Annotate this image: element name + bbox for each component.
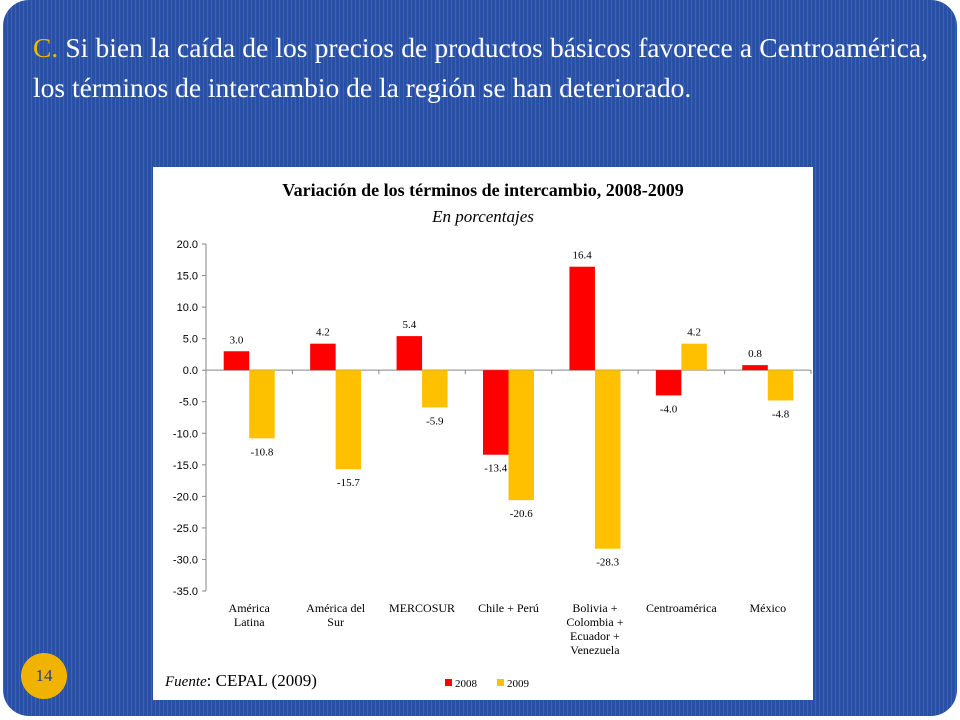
- y-tick-label: 5.0: [183, 334, 198, 346]
- category-label: América del: [306, 601, 366, 615]
- data-label: 4.2: [316, 327, 330, 339]
- data-label: -15.7: [337, 477, 360, 489]
- bar-2009: [249, 370, 275, 439]
- bar-2009: [681, 343, 707, 371]
- chart-subtitle: En porcentajes: [432, 207, 534, 226]
- data-label: -10.8: [251, 446, 274, 458]
- source-label: Fuente: [165, 674, 207, 690]
- data-label: -13.4: [484, 463, 507, 475]
- data-label: 16.4: [573, 250, 593, 262]
- slide-heading: C. Si bien la caída de los precios de pr…: [33, 28, 928, 108]
- data-label: -4.0: [660, 403, 678, 415]
- y-tick-label: -15.0: [173, 460, 198, 472]
- category-label: MERCOSUR: [389, 601, 455, 615]
- y-tick-label: -5.0: [179, 397, 198, 409]
- category-label: Colombia +: [566, 615, 623, 629]
- chart-panel: Variación de los términos de intercambio…: [153, 167, 813, 700]
- category-label: Sur: [327, 615, 344, 629]
- source-note: Fuente: CEPAL (2009): [165, 671, 317, 691]
- bar-2009: [422, 370, 448, 408]
- category-label: América: [229, 601, 271, 615]
- bar-2008: [223, 351, 250, 371]
- data-label: 0.8: [748, 348, 762, 360]
- bar-2009: [767, 370, 794, 401]
- slide: C. Si bien la caída de los precios de pr…: [3, 0, 957, 716]
- chart-title: Variación de los términos de intercambio…: [282, 180, 684, 200]
- category-label: Latina: [234, 615, 265, 629]
- y-tick-label: 20.0: [177, 239, 198, 251]
- category-label: Bolivia +: [572, 601, 617, 615]
- y-tick-label: -10.0: [173, 428, 198, 440]
- data-label: -4.8: [772, 408, 790, 420]
- bar-2009: [335, 370, 362, 470]
- y-tick-label: -25.0: [173, 523, 198, 535]
- legend-label-2008: 2008: [455, 678, 478, 690]
- legend-swatch-2008: [445, 679, 452, 686]
- legend-swatch-2009: [497, 679, 504, 686]
- page-number-badge: 14: [21, 653, 67, 699]
- category-label: Chile + Perú: [478, 601, 539, 615]
- y-tick-label: 10.0: [177, 302, 198, 314]
- y-tick-label: -20.0: [173, 491, 198, 503]
- data-label: -28.3: [596, 557, 619, 569]
- data-label: -5.9: [426, 415, 444, 427]
- bar-2008: [396, 336, 423, 371]
- data-label: 5.4: [402, 319, 416, 331]
- category-label: Venezuela: [570, 643, 620, 657]
- bar-2008: [569, 266, 595, 371]
- y-tick-label: 15.0: [177, 271, 198, 283]
- y-tick-label: -35.0: [173, 586, 198, 598]
- bar-2008: [742, 365, 768, 371]
- data-label: 4.2: [687, 327, 701, 339]
- category-label: Centroamérica: [646, 601, 717, 615]
- bar-chart: 20.0 15.0 10.0 5.0 0.0 -5.0 -10.0 -15.0 -20.0 -25…: [173, 239, 812, 690]
- bar-2009: [594, 370, 621, 549]
- y-tick-label: -30.0: [173, 554, 198, 566]
- source-text: : CEPAL (2009): [206, 671, 317, 690]
- heading-letter: C.: [33, 32, 59, 63]
- legend-label-2009: 2009: [507, 678, 530, 690]
- heading-text: Si bien la caída de los precios de produ…: [33, 32, 928, 103]
- bar-2009: [508, 370, 534, 501]
- bar-2008: [483, 370, 509, 455]
- bar-2008: [655, 370, 682, 396]
- data-label: -20.6: [510, 508, 533, 520]
- category-label: México: [749, 601, 786, 615]
- category-label: Ecuador +: [570, 629, 620, 643]
- data-label: 3.0: [230, 334, 244, 346]
- bar-2008: [310, 343, 336, 371]
- y-tick-label: 0.0: [183, 365, 198, 377]
